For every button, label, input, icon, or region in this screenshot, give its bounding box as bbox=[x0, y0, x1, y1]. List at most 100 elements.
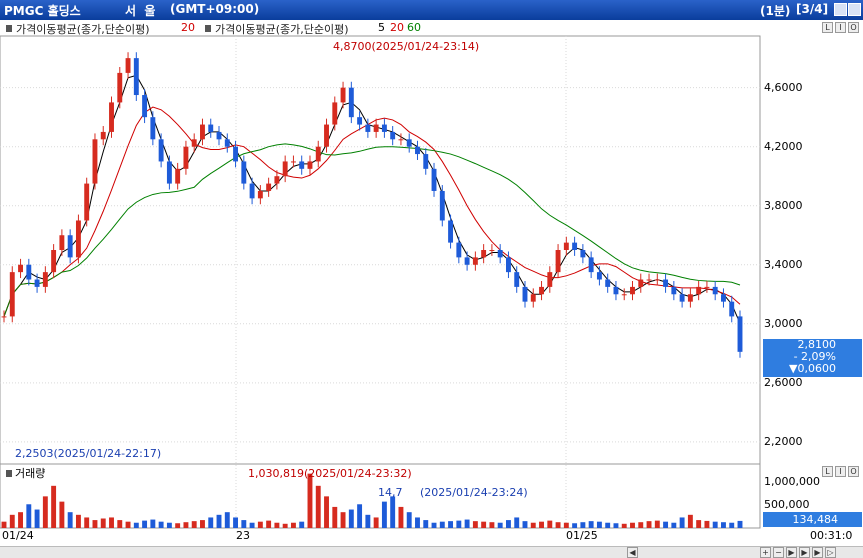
volume-bar bbox=[257, 521, 263, 528]
info-button[interactable]: I bbox=[835, 22, 846, 33]
candle-body bbox=[42, 272, 48, 287]
candle-body bbox=[497, 250, 503, 258]
vol-low-time: (2025/01/24-23:24) bbox=[420, 486, 528, 499]
candle-series bbox=[1, 52, 743, 358]
candle-body bbox=[406, 139, 412, 147]
volume-bar bbox=[158, 521, 164, 528]
candle-body bbox=[1, 316, 7, 318]
volume-bar bbox=[630, 522, 635, 528]
volume-bar bbox=[224, 512, 230, 528]
volume-bar bbox=[555, 522, 561, 528]
volume-bar bbox=[646, 521, 652, 528]
volume-bar bbox=[580, 522, 586, 528]
candle-body bbox=[514, 272, 520, 287]
volume-bar bbox=[51, 485, 57, 528]
window-titlebar: PMGC 홀딩스 서 울 (GMT+09:00) (1분) [3/4] bbox=[0, 0, 863, 20]
scroll-right-icon[interactable]: ▷ bbox=[825, 547, 836, 558]
volume-bar bbox=[1, 521, 7, 528]
candle-body bbox=[712, 286, 718, 295]
candle-body bbox=[166, 161, 172, 184]
vol-options-button[interactable]: O bbox=[848, 466, 859, 477]
volume-bar bbox=[721, 522, 726, 528]
vol-high-annotation: 1,030,819(2025/01/24-23:32) bbox=[248, 467, 412, 480]
volume-bar bbox=[596, 521, 602, 528]
volume-bar bbox=[233, 517, 239, 528]
volume-bar bbox=[34, 509, 40, 528]
price-tick-label: 3,4000 bbox=[764, 257, 803, 271]
candle-body bbox=[596, 272, 602, 280]
candle-body bbox=[84, 183, 90, 221]
chart-scrollbar[interactable]: ◀ + − ▶ ▶ ▶ ▷ bbox=[0, 546, 863, 558]
volume-bar bbox=[704, 520, 710, 528]
minimize-icon[interactable] bbox=[834, 3, 847, 16]
legend-marker-icon bbox=[6, 25, 12, 32]
volume-bar bbox=[59, 501, 65, 528]
volume-panel-label: 거래량 bbox=[0, 465, 45, 481]
candle-body bbox=[257, 190, 263, 199]
candle-body bbox=[249, 183, 255, 199]
volume-bar bbox=[249, 522, 255, 528]
price-tick-label: 3,0000 bbox=[764, 316, 803, 330]
ma2-legend-label[interactable]: 가격이동평균(종가,단순이평) bbox=[215, 23, 349, 36]
volume-bar bbox=[100, 518, 106, 528]
volume-legend-icon bbox=[6, 470, 12, 477]
zoom-in-icon[interactable]: + bbox=[760, 547, 771, 558]
candle-body bbox=[547, 272, 553, 287]
candle-body bbox=[365, 124, 371, 132]
period-label[interactable]: (1분) bbox=[760, 4, 791, 18]
candle-body bbox=[348, 87, 354, 118]
low-annotation: 2,2503(2025/01/24-22:17) bbox=[15, 447, 162, 460]
fast-forward-icon[interactable]: ▶ bbox=[799, 547, 810, 558]
end-icon[interactable]: ▶ bbox=[812, 547, 823, 558]
candle-body bbox=[158, 139, 164, 162]
volume-bar bbox=[175, 523, 181, 528]
ma60-period: 60 bbox=[407, 21, 421, 34]
market-label: 서 울 bbox=[125, 4, 156, 18]
scroll-left-icon[interactable]: ◀ bbox=[627, 547, 638, 558]
candle-body bbox=[208, 124, 214, 132]
candle-body bbox=[522, 286, 528, 302]
vol-log-button[interactable]: L bbox=[822, 466, 833, 477]
volume-bar bbox=[290, 522, 296, 528]
volume-bar bbox=[324, 496, 329, 528]
volume-bar bbox=[663, 521, 669, 528]
candle-body bbox=[572, 242, 578, 250]
candle-body bbox=[489, 250, 495, 251]
close-icon[interactable] bbox=[848, 3, 861, 16]
candle-body bbox=[654, 279, 660, 281]
indicator-legend: 가격이동평균(종가,단순이평) 20 가격이동평균(종가,단순이평) 5 20 … bbox=[0, 20, 760, 36]
vol-info-button[interactable]: I bbox=[835, 466, 846, 477]
candle-body bbox=[704, 286, 710, 288]
options-button[interactable]: O bbox=[848, 22, 859, 33]
candle-body bbox=[729, 301, 735, 317]
volume-bar bbox=[671, 522, 677, 528]
ma20-period: 20 bbox=[390, 21, 404, 34]
candle-body bbox=[563, 242, 569, 250]
volume-bar bbox=[150, 519, 156, 528]
candle-body bbox=[133, 58, 139, 96]
page-indicator: [3/4] bbox=[796, 2, 829, 16]
log-button[interactable]: L bbox=[822, 22, 833, 33]
play-icon[interactable]: ▶ bbox=[786, 547, 797, 558]
candle-body bbox=[109, 102, 114, 132]
window-title: PMGC 홀딩스 bbox=[4, 4, 81, 18]
candle-body bbox=[737, 316, 743, 352]
zoom-out-icon[interactable]: − bbox=[773, 547, 784, 558]
candle-body bbox=[613, 286, 619, 295]
candle-body bbox=[92, 139, 98, 184]
candle-body bbox=[687, 294, 693, 302]
volume-bar bbox=[514, 517, 520, 528]
candle-body bbox=[299, 161, 305, 169]
candle-body bbox=[423, 154, 429, 169]
candle-body bbox=[266, 183, 272, 191]
volume-bar bbox=[547, 520, 553, 528]
candle-body bbox=[555, 250, 561, 273]
volume-bar bbox=[390, 496, 396, 528]
ma-legend-label[interactable]: 가격이동평균(종가,단순이평) bbox=[16, 23, 150, 36]
price-tick-label: 4,6000 bbox=[764, 80, 803, 94]
current-volume: 134,484 bbox=[792, 513, 839, 526]
candle-body bbox=[621, 294, 627, 296]
volume-bar bbox=[448, 521, 454, 528]
candle-body bbox=[456, 242, 462, 258]
volume-bar bbox=[497, 522, 503, 528]
